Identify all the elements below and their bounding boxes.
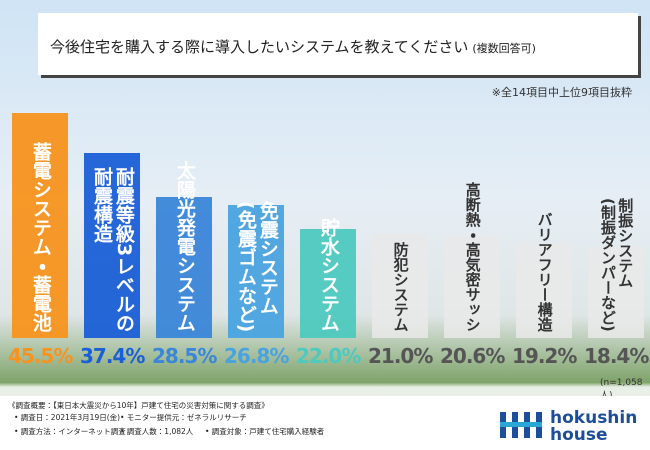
value-label: 45.5% bbox=[8, 344, 73, 368]
value-label: 21.0% bbox=[368, 344, 433, 368]
x-tick-label: 蓄電システム・蓄電池 bbox=[29, 142, 52, 332]
x-tick-label: 太陽光発電システム bbox=[173, 161, 196, 332]
brand: house bbox=[550, 425, 608, 445]
chart-subtitle: (複数回答可) bbox=[472, 42, 536, 55]
bar-label: 高断熱・高気密サッシ bbox=[444, 182, 500, 332]
survey-item: • 調査方法：インターネット調査 bbox=[14, 427, 126, 436]
bar bbox=[300, 229, 356, 338]
x-tick-label: (免震ゴムなど) bbox=[235, 200, 257, 332]
bar bbox=[156, 196, 212, 338]
bar-label: 貯水システム bbox=[300, 218, 356, 332]
bar bbox=[84, 152, 140, 338]
bar bbox=[372, 234, 428, 338]
bar bbox=[516, 242, 572, 338]
brand: hokushin bbox=[550, 408, 638, 428]
x-tick-label: 貯水システム bbox=[317, 218, 340, 332]
x-tick-label: 耐震構造 bbox=[91, 166, 113, 243]
x-tick-label: (制振ダンパーなど) bbox=[599, 198, 617, 332]
x-tick-label: 免震システム bbox=[256, 200, 279, 315]
bar bbox=[444, 236, 500, 338]
title-line: 今後住宅を購入する際に導入したいシステムを教えてください (複数回答可) bbox=[50, 36, 536, 57]
chart-title: 今後住宅を購入する際に導入したいシステムを教えてください bbox=[50, 38, 469, 56]
bar-label: 耐震等級3レベルの 耐震構造 bbox=[84, 167, 140, 332]
bar bbox=[588, 246, 644, 338]
bar bbox=[12, 112, 68, 338]
bar-label: バリアフリー構造 bbox=[516, 212, 572, 332]
survey-item: • 調査日：2021年3月19日(金) bbox=[14, 413, 121, 422]
x-tick-label: 耐震等級3レベルの bbox=[112, 166, 135, 332]
value-label: 20.6% bbox=[440, 344, 505, 368]
bar-label: 防犯システム bbox=[372, 242, 428, 332]
survey-item: • 調査人数：1,082人 bbox=[120, 427, 194, 436]
value-label: 37.4% bbox=[80, 344, 145, 368]
value-label: 28.5% bbox=[152, 344, 217, 368]
bar-label: 免震システム (免震ゴムなど) bbox=[228, 201, 284, 332]
x-tick-label: 防犯システム bbox=[391, 242, 410, 332]
value-label: 19.2% bbox=[512, 344, 577, 368]
bar-label: 制振システム (制振ダンパーなど) bbox=[588, 198, 644, 332]
survey-heading: 《調査概要：【東日本大震災から10年】戸建て住宅の災害対策に関する調査》 bbox=[8, 401, 269, 410]
survey-item: • 調査対象：戸建て住宅購入経験者 bbox=[205, 427, 325, 436]
value-label: 18.4% bbox=[584, 344, 649, 368]
value-label: 22.0% bbox=[296, 344, 361, 368]
x-tick-label: 高断熱・高気密サッシ bbox=[463, 182, 482, 332]
logo-icon bbox=[500, 412, 542, 438]
bar-label: 蓄電システム・蓄電池 bbox=[12, 142, 68, 332]
note: ※全14項目中上位9項目抜粋 bbox=[491, 86, 632, 99]
value-label: 26.8% bbox=[224, 344, 289, 368]
title-box bbox=[38, 13, 638, 75]
survey-item: • モニター提供元：ゼネラルリサーチ bbox=[120, 413, 247, 422]
x-tick-label: 制振システム bbox=[616, 198, 635, 289]
x-tick-label: バリアフリー構造 bbox=[535, 212, 554, 332]
bar bbox=[228, 205, 284, 338]
bar-label: 太陽光発電システム bbox=[156, 161, 212, 332]
